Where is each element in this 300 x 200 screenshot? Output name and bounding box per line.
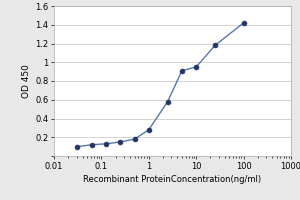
X-axis label: Recombinant ProteinConcentration(ng/ml): Recombinant ProteinConcentration(ng/ml): [83, 175, 262, 184]
Y-axis label: OD 450: OD 450: [22, 64, 31, 98]
